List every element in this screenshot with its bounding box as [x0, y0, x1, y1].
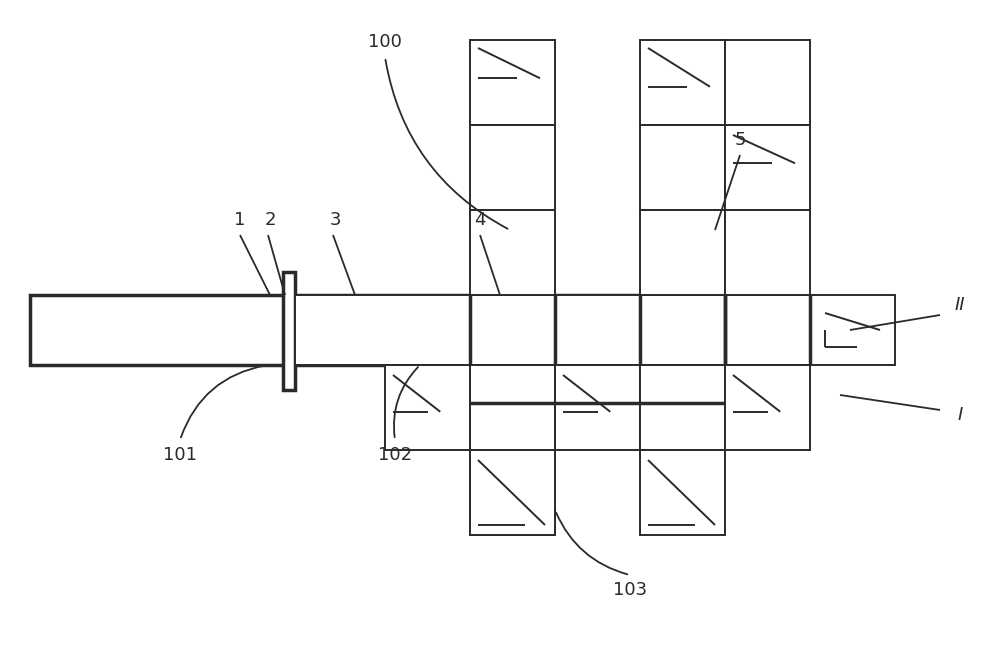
Bar: [725, 295, 810, 365]
Text: 4: 4: [474, 211, 486, 229]
Bar: [640, 40, 725, 125]
Bar: [725, 40, 810, 125]
Bar: [385, 365, 470, 450]
Bar: [640, 210, 725, 295]
Text: 100: 100: [368, 33, 402, 51]
Bar: [283, 272, 295, 390]
Bar: [470, 40, 555, 125]
Bar: [470, 210, 555, 295]
Bar: [470, 450, 555, 535]
Text: 101: 101: [163, 446, 197, 464]
Bar: [470, 125, 555, 210]
Bar: [470, 295, 555, 365]
Bar: [640, 450, 725, 535]
Text: 103: 103: [613, 581, 647, 599]
Bar: [640, 365, 725, 450]
Bar: [555, 365, 640, 450]
Bar: [470, 365, 555, 450]
Bar: [555, 295, 640, 365]
Bar: [725, 210, 810, 295]
Bar: [725, 125, 810, 210]
Text: II: II: [955, 296, 965, 314]
Bar: [470, 450, 555, 535]
Text: 2: 2: [264, 211, 276, 229]
Bar: [640, 295, 725, 365]
Bar: [30, 295, 645, 365]
Text: 1: 1: [234, 211, 246, 229]
Text: 102: 102: [378, 446, 412, 464]
Text: 5: 5: [734, 131, 746, 149]
Bar: [295, 295, 470, 365]
Text: 3: 3: [329, 211, 341, 229]
Bar: [810, 295, 895, 365]
Bar: [640, 125, 725, 210]
Bar: [725, 365, 810, 450]
Text: I: I: [957, 406, 963, 424]
